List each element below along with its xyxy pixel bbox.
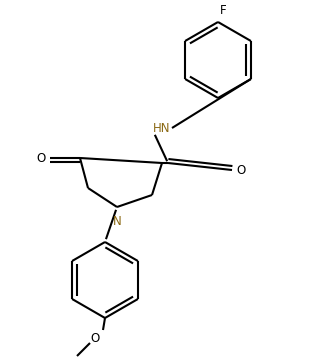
Text: O: O <box>236 163 245 176</box>
Text: N: N <box>113 215 121 228</box>
Text: O: O <box>37 151 46 164</box>
Text: O: O <box>90 331 100 344</box>
Text: F: F <box>220 4 227 17</box>
Text: HN: HN <box>152 122 170 135</box>
